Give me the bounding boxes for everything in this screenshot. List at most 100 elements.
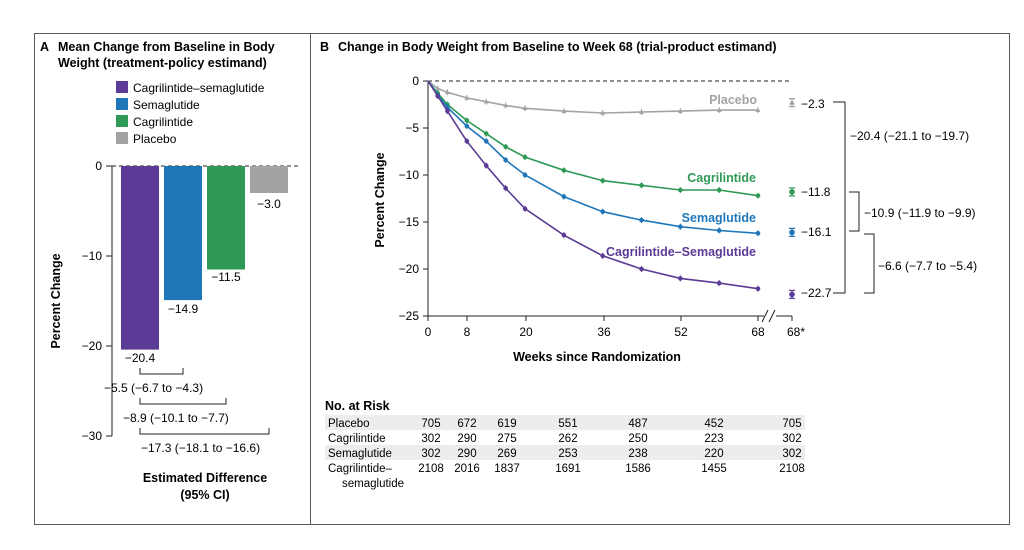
panel-a-y-axis: 0 −10 −20 −30 Percent Change	[49, 159, 113, 443]
point-cagrisema-28	[561, 232, 567, 238]
risk-cell-cagrisema-0: 2108	[418, 463, 444, 475]
bar-value-label-placebo: −3.0	[257, 197, 281, 211]
point-semaglutide-60	[716, 228, 722, 233]
legend-swatch-cagrisema	[116, 81, 128, 93]
legend-swatch-placebo	[116, 132, 128, 144]
axis-break-marks	[761, 309, 776, 323]
risk-cell-placebo-1: 672	[457, 418, 476, 430]
panel-b-xtick-label-52: 52	[674, 325, 688, 339]
panel-a-title-line1: Mean Change from Baseline in Body	[58, 40, 275, 54]
series-label-cagrisema: Cagrilintide–Semaglutide	[606, 245, 756, 259]
legend-label-cagrisema: Cagrilintide–semaglutide	[133, 81, 265, 95]
panel-a-ytick-label-3: −30	[82, 429, 103, 443]
point-cagrilintide-16	[503, 144, 508, 150]
risk-cell-placebo-3: 551	[558, 418, 577, 430]
panel-a: A Mean Change from Baseline in Body Weig…	[40, 40, 300, 502]
panel-a-ytick-label-2: −20	[82, 339, 103, 353]
point-cagrilintide-8	[464, 118, 470, 123]
figure-frame	[34, 33, 1010, 525]
point-placebo-60	[716, 107, 722, 112]
series-label-semaglutide: Semaglutide	[682, 211, 756, 225]
bar-placebo	[250, 166, 288, 193]
panel-b-xtick-label-36: 36	[597, 325, 611, 339]
point-cagrisema-12	[483, 163, 489, 168]
panel-a-ytick-label-1: −10	[82, 249, 103, 263]
panel-b-ytick-label-2: −10	[399, 168, 420, 182]
point-placebo-4	[444, 89, 450, 95]
risk-row-label-cagrisema: Cagrilintide–	[328, 463, 393, 475]
panel-a-difference-brackets	[139, 368, 270, 435]
difference-label-2: −8.9 (−10.1 to −7.7)	[123, 411, 229, 425]
panel-b-xtick-label-0: 0	[425, 325, 432, 339]
difference-label-1: −5.5 (−6.7 to −4.3)	[104, 381, 203, 395]
point-semaglutide-36	[600, 209, 606, 214]
point-cagrisema-8	[464, 138, 470, 144]
panel-b-xtick-label-68: 68	[751, 325, 765, 339]
point-semaglutide-20	[522, 172, 528, 178]
point-cagrisema-20	[522, 206, 528, 212]
point-semaglutide-28	[561, 194, 567, 199]
panel-a-legend: Cagrilintide–semaglutide Semaglutide Cag…	[116, 81, 265, 146]
point-placebo-8	[464, 95, 470, 100]
point-cagrilintide-60	[716, 187, 722, 193]
panel-a-y-axis-title: Percent Change	[49, 253, 63, 348]
panel-a-bars	[121, 166, 288, 350]
risk-cell-cagrilintide-5: 223	[704, 433, 723, 445]
point-placebo-44	[639, 109, 645, 114]
endpoint-label-semaglutide: −16.1	[801, 225, 832, 239]
legend-label-placebo: Placebo	[133, 132, 177, 146]
risk-cell-cagrilintide-0: 302	[421, 433, 440, 445]
difference-bracket-2	[139, 398, 227, 405]
risk-cell-placebo-0: 705	[421, 418, 440, 430]
panel-b-letter: B	[320, 40, 329, 54]
point-placebo-16	[503, 102, 509, 108]
panel-a-ytick-label-0: 0	[95, 159, 102, 173]
risk-cell-cagrisema-3: 1691	[555, 463, 581, 475]
panel-a-footer-line2: (95% CI)	[180, 488, 229, 502]
point-cagrisema-60	[716, 280, 722, 286]
risk-table-row-bg-0	[325, 415, 805, 430]
risk-cell-semaglutide-6: 302	[782, 448, 801, 460]
risk-cell-placebo-2: 619	[497, 418, 516, 430]
point-cagrilintide-68	[755, 193, 761, 198]
comparison-label-3: −6.6 (−7.7 to −5.4)	[878, 259, 977, 273]
risk-cell-cagrilintide-4: 250	[628, 433, 647, 445]
panel-b-xtick-label-68star: 68*	[787, 325, 805, 339]
point-cagrilintide-28	[561, 168, 567, 173]
panel-b-title: Change in Body Weight from Baseline to W…	[338, 40, 777, 54]
point-placebo-20	[522, 105, 528, 111]
point-cagrisema-4	[445, 108, 450, 114]
point-placebo-68	[755, 107, 761, 112]
panel-b-y-axis: 0 −5 −10 −15 −20 −25 Percent Change	[373, 74, 429, 323]
endpoint-marker-semaglutide	[789, 229, 795, 236]
risk-cell-semaglutide-0: 302	[421, 448, 440, 460]
risk-cell-cagrisema-4: 1586	[625, 463, 651, 475]
risk-row-label-placebo: Placebo	[328, 418, 370, 430]
panel-b-y-axis-title: Percent Change	[373, 152, 387, 247]
risk-cell-placebo-4: 487	[628, 418, 647, 430]
point-placebo-52	[677, 108, 683, 113]
panel-b-ytick-label-1: −5	[405, 121, 419, 135]
comparison-bracket-2	[849, 191, 860, 232]
endpoint-marker-cagrisema	[789, 291, 795, 298]
risk-cell-semaglutide-1: 290	[457, 448, 476, 460]
risk-cell-cagrilintide-6: 302	[782, 433, 801, 445]
series-label-placebo: Placebo	[709, 93, 757, 107]
risk-row-label-cagrilintide: Cagrilintide	[328, 433, 386, 445]
bar-cagrilintide	[207, 166, 245, 270]
difference-bracket-1	[139, 368, 184, 375]
point-cagrilintide-12	[483, 131, 489, 136]
bar-value-label-semaglutide: −14.9	[168, 302, 199, 316]
risk-table-title: No. at Risk	[325, 399, 390, 413]
risk-table: No. at Risk Placebo Cagrilintide Semaglu…	[325, 399, 805, 490]
point-cagrisema-68	[755, 286, 761, 292]
endpoint-marker-cagrilintide	[789, 189, 795, 195]
point-cagrilintide-52	[678, 187, 683, 193]
bar-value-label-cagrisema: −20.4	[125, 351, 156, 365]
panel-b-comparison-brackets	[833, 101, 875, 294]
difference-label-3: −17.3 (−18.1 to −16.6)	[141, 441, 260, 455]
difference-bracket-3	[139, 428, 270, 435]
comparison-label-2: −10.9 (−11.9 to −9.9)	[864, 206, 976, 220]
point-cagrisema-44	[639, 266, 644, 272]
panel-b-xtick-label-8: 8	[464, 325, 471, 339]
